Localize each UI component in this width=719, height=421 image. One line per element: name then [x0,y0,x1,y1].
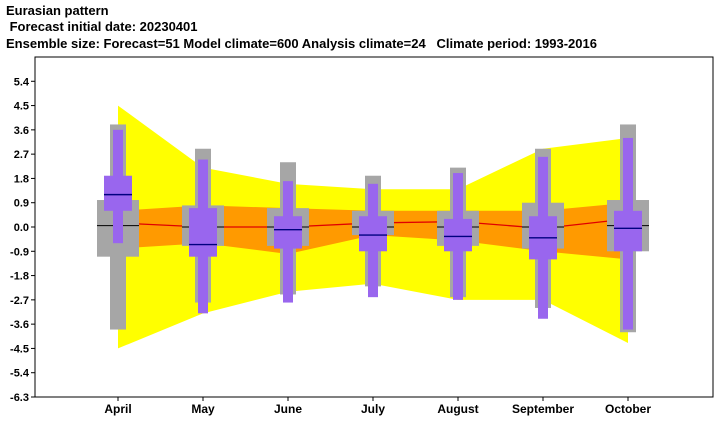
forecast-box [189,208,217,257]
y-tick-label: -2.7 [10,295,29,307]
ensemble-size-subtitle: Ensemble size: Forecast=51 Model climate… [6,36,597,51]
chart-title: Eurasian pattern [6,3,109,18]
y-tick-label: 5.4 [14,76,30,88]
y-tick-label: -3.6 [10,319,29,331]
month-box-group-april [97,124,139,330]
x-tick-label-june: June [274,402,302,416]
x-tick-label-august: August [437,402,478,416]
forecast-box [444,218,472,252]
y-tick-label: 0.9 [14,198,29,210]
month-box-group-august [437,167,479,300]
y-tick-label: 4.5 [14,101,29,113]
y-tick-label: 2.7 [14,149,29,161]
month-box-group-july [352,175,394,298]
y-tick-label: 3.6 [14,125,29,137]
y-tick-label: 0.0 [14,222,29,234]
month-box-group-june [267,162,309,303]
y-tick-label: -4.5 [10,343,29,355]
x-tick-label-july: July [361,402,385,416]
y-tick-label: -0.9 [10,246,29,258]
y-tick-label: -1.8 [10,271,29,283]
month-box-group-october [607,124,649,333]
month-box-group-september [522,148,564,319]
x-tick-label-october: October [605,402,651,416]
x-tick-label-april: April [104,402,131,416]
forecast-box [614,210,642,252]
x-tick-label-september: September [512,402,574,416]
y-tick-label: 1.8 [14,173,29,185]
y-tick-label: -6.3 [10,392,29,404]
x-tick-label-may: May [191,402,215,416]
forecast-date-subtitle: Forecast initial date: 20230401 [6,19,198,34]
forecast-box [104,175,132,211]
y-tick-label: -5.4 [10,368,30,380]
forecast-box [359,216,387,252]
month-box-group-may [182,148,224,314]
forecast-box [274,216,302,249]
